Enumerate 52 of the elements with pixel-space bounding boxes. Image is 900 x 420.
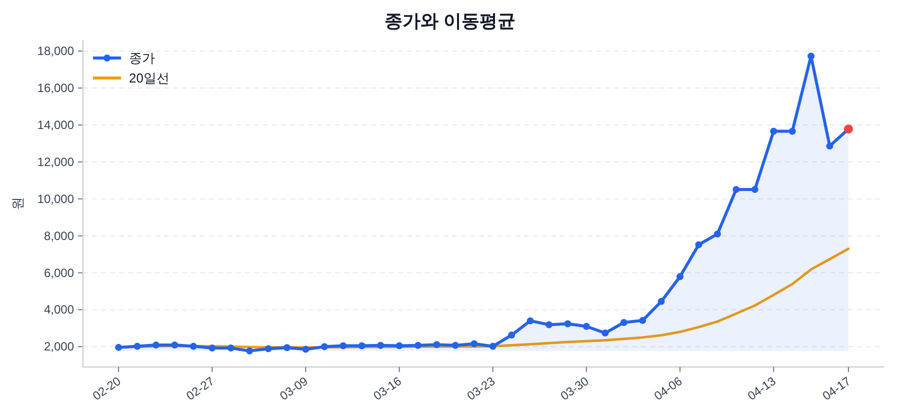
y-tick-label: 18,000 bbox=[37, 44, 74, 58]
point bbox=[152, 342, 160, 349]
point bbox=[320, 343, 328, 350]
point bbox=[639, 316, 646, 324]
point bbox=[190, 342, 197, 350]
legend-label: 20일선 bbox=[129, 70, 170, 86]
point bbox=[788, 128, 796, 135]
point bbox=[620, 318, 628, 326]
y-tick-label: 10,000 bbox=[37, 192, 74, 206]
point bbox=[546, 321, 552, 328]
point bbox=[171, 342, 178, 349]
point bbox=[489, 342, 496, 350]
point bbox=[396, 342, 403, 350]
point bbox=[526, 317, 534, 324]
point bbox=[602, 330, 609, 337]
point bbox=[452, 342, 459, 349]
y-tick-label: 16,000 bbox=[37, 81, 74, 96]
point bbox=[826, 142, 834, 150]
point bbox=[582, 322, 590, 330]
point bbox=[302, 346, 310, 353]
y-axis-title: 원 bbox=[10, 197, 25, 210]
y-tick-label: 6,000 bbox=[44, 266, 74, 280]
point bbox=[433, 341, 440, 348]
point bbox=[658, 298, 665, 305]
point bbox=[714, 230, 721, 238]
point bbox=[358, 342, 366, 350]
point bbox=[340, 342, 347, 350]
point bbox=[414, 342, 422, 349]
chart-title: 종가와 이동평균 bbox=[384, 11, 516, 31]
point bbox=[676, 273, 684, 280]
point bbox=[246, 347, 254, 354]
y-tick-label: 8,000 bbox=[44, 228, 74, 243]
point bbox=[227, 344, 234, 352]
y-tick-label: 2,000 bbox=[44, 340, 74, 354]
point bbox=[808, 52, 815, 60]
point bbox=[134, 342, 141, 350]
point bbox=[264, 345, 272, 352]
point bbox=[470, 340, 478, 348]
point bbox=[564, 320, 572, 328]
point bbox=[751, 186, 758, 193]
point bbox=[732, 186, 740, 193]
y-tick-label: 14,000 bbox=[37, 118, 74, 132]
legend-label: 종가 bbox=[129, 50, 155, 66]
point bbox=[695, 241, 702, 248]
y-tick-label: 4,000 bbox=[44, 302, 74, 317]
y-tick-label: 12,000 bbox=[37, 154, 74, 169]
point bbox=[283, 344, 290, 352]
point bbox=[508, 332, 516, 339]
point bbox=[115, 344, 122, 351]
point bbox=[770, 128, 778, 135]
point bbox=[208, 344, 216, 352]
point bbox=[377, 342, 384, 349]
